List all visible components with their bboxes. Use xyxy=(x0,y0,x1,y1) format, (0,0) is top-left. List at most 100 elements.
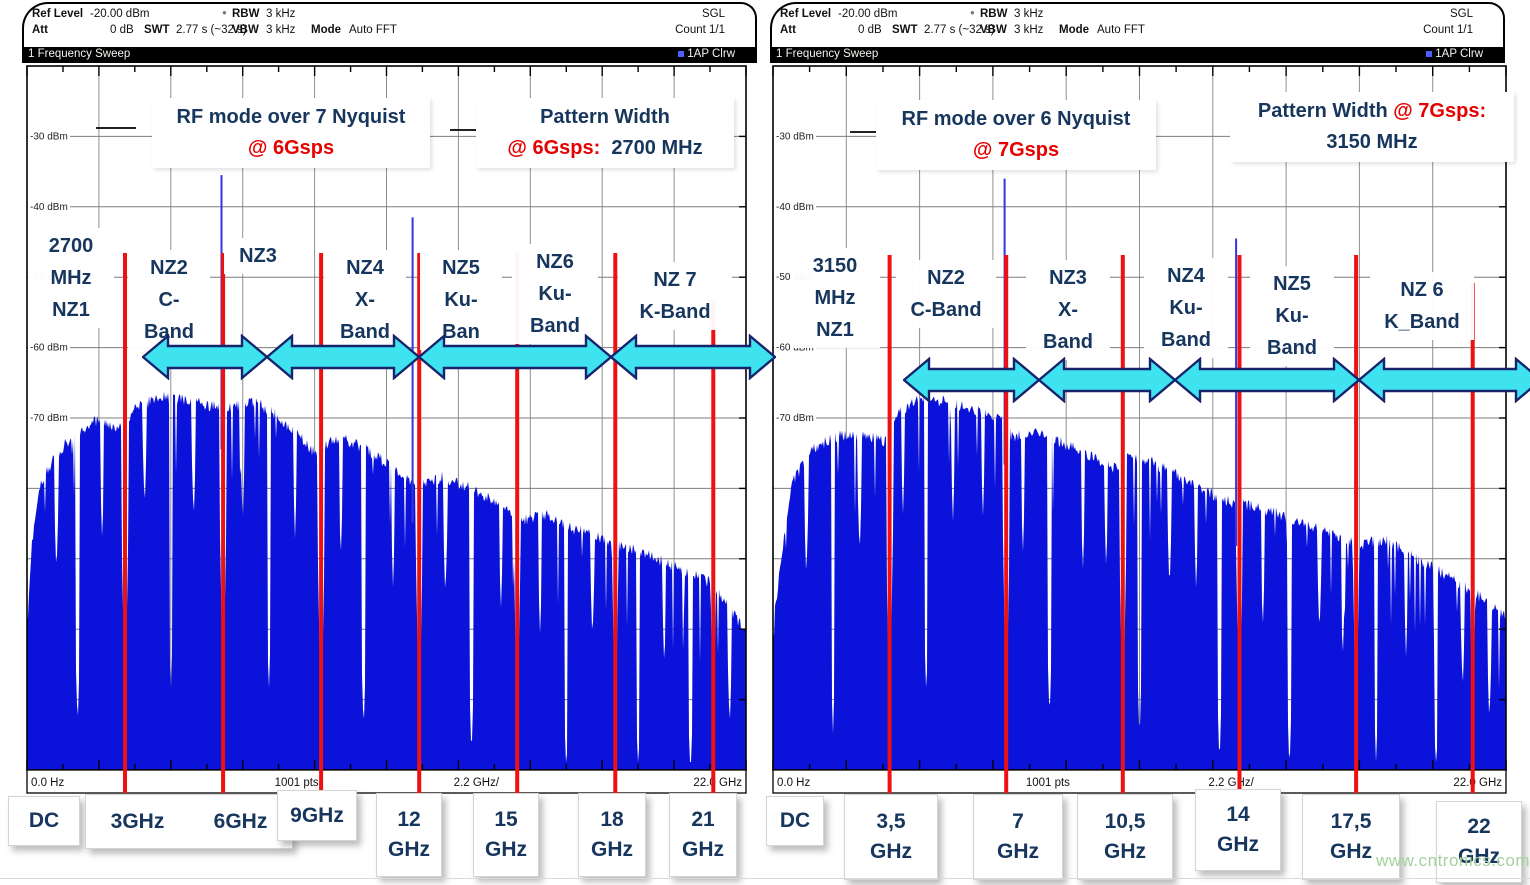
frequency-marker-label: 15 GHz xyxy=(485,805,527,865)
frequency-marker-box: DC xyxy=(766,796,824,846)
zone-label-line: X- xyxy=(1058,299,1078,321)
trace-color-icon xyxy=(1426,51,1433,57)
spectrum-trace xyxy=(773,395,1506,770)
trace-label-text: 1AP Clrw xyxy=(1435,48,1483,60)
mode-annotation: RF mode over 7 Nyquist @ 6Gsps xyxy=(152,98,430,168)
mode-value: Auto FFT xyxy=(349,24,397,36)
zone-label-line: NZ5 xyxy=(1273,273,1311,295)
mode-value: Auto FFT xyxy=(1097,24,1145,36)
nyquist-zone-label: NZ3 X- Band xyxy=(1026,260,1110,360)
frequency-marker-line: 18 xyxy=(600,808,624,831)
annotation-text: @ 6Gsps: xyxy=(507,137,601,159)
frequency-marker-box: 14 GHz xyxy=(1195,789,1281,871)
annotation-line: @ 7Gsps xyxy=(876,135,1156,166)
frequency-marker-line: GHz xyxy=(591,838,633,861)
zone-label-line: NZ3 xyxy=(1049,267,1087,289)
att-value: 0 dB xyxy=(110,24,134,36)
trace-color-icon xyxy=(678,51,685,57)
annotation-text: @ 7Gsps: xyxy=(1393,100,1487,122)
frequency-marker-box: 3GHz 6GHz xyxy=(85,794,293,849)
y-axis-label: -40 dBm xyxy=(30,202,68,213)
header-bar: Ref Level -20.00 dBm Att 0 dB SWT 2.77 s (~32… xyxy=(22,2,757,49)
band-span-arrow-icon xyxy=(1173,356,1361,408)
window-title: 1 Frequency Sweep xyxy=(28,48,131,60)
att-value: 0 dB xyxy=(858,24,882,36)
annotation-text: @ 7Gsps xyxy=(972,139,1060,161)
zone-label-line: NZ2 xyxy=(927,267,965,289)
sweep-count-label: Count 1/1 xyxy=(675,24,725,36)
zone-label-line: X- xyxy=(355,289,375,311)
nyquist-zone-label: NZ5 Ku- Ban xyxy=(420,250,502,350)
ref-level-label: Ref Level xyxy=(32,8,84,20)
annotation-line: Pattern Width xyxy=(476,102,734,133)
band-span-arrow-icon xyxy=(265,333,421,385)
zone-label-line: C- xyxy=(158,289,180,311)
frequency-marker-row: 21 GHz xyxy=(670,805,736,865)
y-axis-label: -60 dBm xyxy=(776,343,814,354)
callout-dash xyxy=(850,131,890,133)
zone-label-line: NZ2 xyxy=(150,257,188,279)
nyquist-zone-label: NZ 6 K_Band xyxy=(1370,272,1474,340)
att-label: Att xyxy=(780,24,796,36)
y-axis-label: -30 dBm xyxy=(30,131,68,142)
zone-label-line: Ban xyxy=(442,321,480,343)
zone-label-line: Ku- xyxy=(444,289,478,311)
zone-label-line: MHz xyxy=(50,267,92,289)
y-axis-label: -70 dBm xyxy=(776,413,814,424)
band-span-arrow-icon xyxy=(141,333,269,385)
frequency-marker-label: 10,5 GHz xyxy=(1104,807,1146,867)
vbw-label: VBW xyxy=(232,24,259,36)
frequency-marker-row: 14 GHz xyxy=(1196,800,1280,860)
frequency-marker-line: GHz xyxy=(388,838,430,861)
frequency-marker-line: GHz xyxy=(1217,833,1259,856)
frequency-marker-label: 14 GHz xyxy=(1217,800,1259,860)
spectrum-panel-right: Ref Level -20.00 dBm Att 0 dB SWT 2.77 s (~32… xyxy=(768,0,1509,796)
frequency-marker-box: 22 GHz xyxy=(1436,801,1522,883)
frequency-marker-line: 14 xyxy=(1226,803,1250,826)
vbw-label: VBW xyxy=(980,24,1007,36)
zone-label-line: Band xyxy=(530,315,580,337)
nyquist-zone-label: NZ2 C-Band xyxy=(896,260,996,328)
band-span-arrow-icon xyxy=(1357,356,1530,408)
swt-value: 2.77 s (~32 s) xyxy=(176,24,247,36)
swt-label: SWT xyxy=(892,24,918,36)
annotation-text: RF mode over 6 Nyquist xyxy=(901,108,1131,130)
frequency-marker-row: 17,5 GHz xyxy=(1303,807,1399,867)
frequency-marker-row: DC xyxy=(767,806,823,836)
swt-value: 2.77 s (~32 s) xyxy=(924,24,995,36)
frequency-marker-line: GHz xyxy=(682,838,724,861)
y-axis-label: -40 dBm xyxy=(776,202,814,213)
frequency-marker-line: 15 xyxy=(494,808,518,831)
annotation-line: RF mode over 6 Nyquist xyxy=(876,104,1156,135)
freq-per-div-label: 2.2 GHz/ xyxy=(1208,777,1254,789)
zone-label-line: NZ3 xyxy=(239,245,277,267)
frequency-marker-label: DC xyxy=(780,806,810,836)
frequency-marker-label: 3GHz xyxy=(111,807,165,837)
frequency-marker-box: 3,5 GHz xyxy=(844,794,938,880)
frequency-marker-line: DC xyxy=(28,809,60,832)
freq-stop-label: 22.0 GHz xyxy=(1453,777,1502,789)
nyquist-zone-label: 2700 MHz NZ1 xyxy=(28,228,114,328)
att-label: Att xyxy=(32,24,48,36)
rbw-label: RBW xyxy=(980,8,1008,20)
frequency-marker-row: 10,5 GHz xyxy=(1078,807,1172,867)
frequency-marker-label: 18 GHz xyxy=(591,805,633,865)
ref-level-value: -20.00 dBm xyxy=(90,8,150,20)
frequency-marker-box: 10,5 GHz xyxy=(1077,794,1173,880)
frequency-marker-box: 12 GHz xyxy=(376,793,442,877)
frequency-marker-box: 7 GHz xyxy=(973,794,1063,880)
watermark: www.cntronics.com xyxy=(1376,851,1530,870)
trace-mode-label: 1AP Clrw xyxy=(678,48,735,60)
frequency-marker-line: 12 xyxy=(397,808,421,831)
annotation-line: RF mode over 7 Nyquist xyxy=(152,102,430,133)
spectrum-trace xyxy=(27,391,746,770)
header-bar: Ref Level -20.00 dBm Att 0 dB SWT 2.77 s (~32… xyxy=(770,2,1505,49)
nyquist-zone-label: NZ6 Ku- Band xyxy=(512,244,598,344)
frequency-marker-line: GHz xyxy=(1458,845,1500,868)
frequency-marker-label: 12 GHz xyxy=(388,805,430,865)
annotation-text: 2700 MHz xyxy=(600,137,703,159)
nyquist-zone-label: NZ5 Ku- Band xyxy=(1250,266,1334,366)
frequency-marker-line: 7 xyxy=(1012,810,1024,833)
frequency-marker-line: GHz xyxy=(997,840,1039,863)
